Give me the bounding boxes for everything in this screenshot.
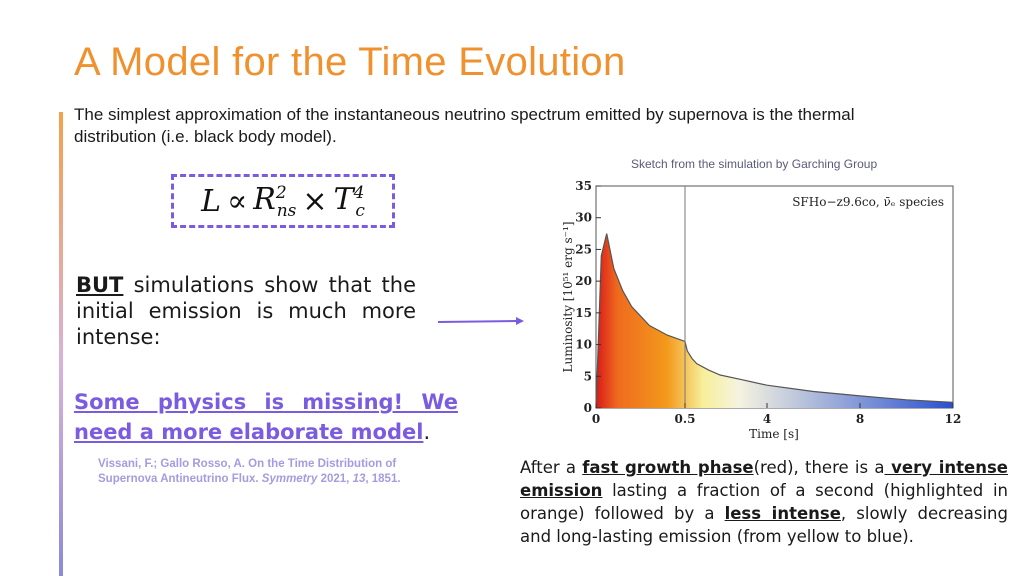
x-tick-label: 0.5	[675, 412, 696, 426]
explanation-paragraph: After a fast growth phase(red), there is…	[520, 456, 1008, 548]
y-tick-label: 0	[584, 401, 592, 415]
y-tick-label: 35	[575, 179, 592, 193]
but-keyword: BUT	[76, 273, 124, 297]
y-tick-label: 25	[575, 242, 592, 256]
exp-t2: (red), there is a	[753, 458, 885, 477]
y-tick-label: 30	[575, 211, 592, 225]
but-rest: simulations show that the initial emissi…	[76, 273, 416, 349]
formula-lhs: L	[201, 183, 221, 219]
y-tick-label: 5	[584, 369, 592, 383]
intro-text: The simplest approximation of the instan…	[74, 104, 934, 148]
ref-volume: 13	[352, 473, 366, 485]
formula-r-base: R	[253, 181, 276, 217]
y-tick-label: 10	[575, 338, 592, 352]
formula-t-sup: 4	[353, 182, 365, 203]
luminosity-line	[595, 233, 954, 409]
chart-legend-text: SFHo−z9.6co, ν̄ₑ species	[792, 195, 944, 209]
exp-less-intense: less intense	[724, 504, 841, 523]
ref-journal: Symmetry	[261, 473, 318, 485]
missing-period: .	[423, 420, 431, 444]
y-tick-label: 15	[575, 306, 592, 320]
formula-t: T4c	[334, 182, 365, 221]
formula-r-sup: 2	[275, 182, 287, 203]
slide-title: A Model for the Time Evolution	[74, 40, 626, 84]
ref-part2: 2021,	[317, 473, 353, 485]
chart-ylabel: Luminosity [10⁵¹ erg s⁻¹]	[561, 222, 575, 373]
ref-part3: , 1851.	[365, 473, 401, 485]
x-tick-label: 12	[945, 412, 962, 426]
ref-part1: Vissani, F.; Gallo Rosso, A. On the Time…	[98, 458, 397, 485]
exp-t1: After a	[520, 458, 583, 477]
chart-xlabel: Time [s]	[749, 427, 799, 441]
accent-bar	[59, 112, 63, 576]
arrow-icon	[437, 317, 524, 325]
x-tick-label: 8	[856, 412, 864, 426]
formula-r-sub: ns	[276, 200, 297, 221]
exp-very-intense: very intense emission	[520, 458, 1008, 500]
luminosity-chart: 0 0.5 4 8 12 0 5 10 15 20 25 30 35 SFHo−z9.6co, ν̄ₑ …	[561, 179, 962, 441]
exp-fast-growth: fast growth phase	[582, 458, 754, 477]
chart-caption: Sketch from the simulation by Garching G…	[631, 157, 878, 171]
formula-times: ×	[302, 183, 328, 219]
intro-paragraph: The simplest approximation of the instan…	[74, 105, 855, 146]
reference-citation: Vissani, F.; Gallo Rosso, A. On the Time…	[98, 457, 438, 487]
missing-physics-link[interactable]: Some physics is missing! We need a more …	[74, 387, 458, 447]
exp-t4: , slowly decreasing and long-lasting emi…	[520, 504, 1008, 546]
formula-r: R2ns	[253, 182, 296, 221]
missing-text: Some physics is missing! We need a more …	[74, 390, 458, 444]
x-tick-label: 4	[763, 412, 771, 426]
x-tick-label: 0	[592, 412, 600, 426]
formula-t-sub: c	[355, 200, 365, 221]
but-paragraph: BUT simulations show that the initial em…	[76, 272, 416, 350]
formula-proportional: ∝	[226, 183, 248, 219]
y-tick-label: 20	[575, 274, 592, 288]
exp-t3: lasting a fraction of a second (highligh…	[520, 481, 1008, 523]
explanation-text: After a fast growth phase(red), there is…	[520, 456, 1008, 548]
formula-box: L ∝ R2ns × T4c	[171, 174, 395, 228]
formula-t-base: T	[333, 181, 354, 217]
